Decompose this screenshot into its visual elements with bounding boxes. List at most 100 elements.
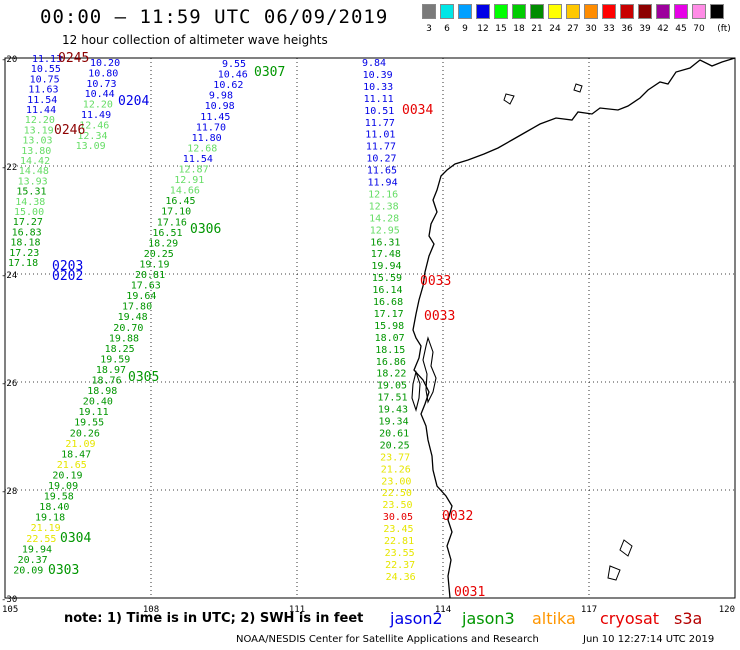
swh-value: 19.05 <box>377 381 407 392</box>
swh-value: 20.61 <box>379 428 409 439</box>
pass-id-label: 0032 <box>442 509 473 524</box>
swh-value: 18.76 <box>92 376 122 387</box>
legend-swatch <box>548 4 562 19</box>
legend-swatch <box>638 4 652 19</box>
legend-swatch <box>422 4 436 19</box>
swh-value: 19.88 <box>109 333 139 344</box>
swh-value: 12.38 <box>369 201 399 212</box>
track-labels: 11.1310.5510.7511.6311.5411.4412.2013.19… <box>8 54 416 583</box>
swh-value: 18.40 <box>39 502 69 513</box>
swh-value: 17.17 <box>374 309 404 320</box>
swh-value: 20.40 <box>83 397 113 408</box>
swh-value: 11.44 <box>26 105 56 116</box>
swh-value: 19.11 <box>79 407 109 418</box>
swh-value: 22.50 <box>382 488 412 499</box>
legend-swatch <box>440 4 454 19</box>
swh-value: 15.00 <box>14 207 44 218</box>
pass-id-label: 0306 <box>190 222 221 237</box>
swh-value: 12.91 <box>174 175 204 186</box>
satellite-jason2: jason2 <box>390 609 443 628</box>
swh-value: 10.73 <box>86 79 116 90</box>
swh-value: 13.03 <box>22 136 52 147</box>
legend-label: 27 <box>567 24 579 34</box>
satellite-jason3: jason3 <box>462 609 515 628</box>
swh-value: 16.31 <box>370 237 400 248</box>
swh-value: 17.10 <box>161 207 191 218</box>
swh-value: 17.48 <box>371 249 401 260</box>
swh-value: 18.97 <box>96 365 126 376</box>
swh-value: 23.77 <box>380 452 410 463</box>
legend-swatch <box>710 4 724 19</box>
swh-value: 20.25 <box>380 440 410 451</box>
swh-value: 15.59 <box>372 273 402 284</box>
lat-tick-label: -30 <box>1 595 17 605</box>
legend-label: 12 <box>477 24 489 34</box>
legend-label: 6 <box>444 24 450 34</box>
swh-value: 18.98 <box>87 386 117 397</box>
satellite-cryosat: cryosat <box>600 609 660 628</box>
swh-value: 17.80 <box>122 302 152 313</box>
swh-value: 16.14 <box>372 285 402 296</box>
swh-value: 20.09 <box>13 565 43 576</box>
pass-id-label: 0305 <box>128 370 159 385</box>
swh-value: 23.50 <box>382 500 412 511</box>
swh-value: 22.37 <box>385 560 415 571</box>
peninsula-shark-bay <box>422 336 437 404</box>
pass-id-label: 0303 <box>48 563 79 578</box>
note-text: note: 1) Time is in UTC; 2) SWH is in fe… <box>64 611 364 626</box>
swh-value: 17.63 <box>131 281 161 292</box>
pass-id-label: 0203 <box>52 259 83 274</box>
swh-value: 11.54 <box>27 95 57 106</box>
swh-value: 17.51 <box>377 393 407 404</box>
legend-swatch <box>566 4 580 19</box>
island-dirk-hartog <box>411 370 421 412</box>
pass-id-label: 0204 <box>118 94 149 109</box>
legend-label: 18 <box>513 24 525 34</box>
swh-value: 19.58 <box>44 492 74 503</box>
legend-swatch <box>620 4 634 19</box>
coastline-australia <box>412 57 736 599</box>
swh-value: 11.11 <box>364 94 394 105</box>
pass-id-label: 0245 <box>58 51 89 66</box>
swh-value: 23.45 <box>383 524 413 535</box>
island-north-3 <box>607 565 621 581</box>
swh-value: 12.20 <box>83 100 113 111</box>
legend-label: 33 <box>603 24 615 34</box>
swh-value: 12.34 <box>77 131 107 142</box>
legend-label: 42 <box>657 24 669 34</box>
legend-label: 9 <box>462 24 468 34</box>
legend-label: 30 <box>585 24 597 34</box>
lat-tick-label: -28 <box>1 487 17 497</box>
swh-value: 17.16 <box>157 217 187 228</box>
satellite-altika: altika <box>532 609 576 628</box>
swh-value: 18.15 <box>375 345 405 356</box>
pass-id-label: 0246 <box>54 123 85 138</box>
footer-timestamp: Jun 10 12:27:14 UTC 2019 <box>583 634 715 645</box>
swh-value: 13.09 <box>76 141 106 152</box>
pass-id-label: 0033 <box>424 309 455 324</box>
legend-label: 45 <box>675 24 687 34</box>
swh-value: 12.16 <box>368 189 398 200</box>
lon-tick-label: 105 <box>2 605 18 615</box>
legend-label: 15 <box>495 24 507 34</box>
swh-value: 19.59 <box>100 354 130 365</box>
swh-value: 11.45 <box>200 112 230 123</box>
swh-value: 10.20 <box>90 58 120 69</box>
swh-value: 10.98 <box>205 101 235 112</box>
swh-value: 18.18 <box>10 238 40 249</box>
swh-value: 14.28 <box>369 213 399 224</box>
pass-id-label: 0031 <box>454 585 485 600</box>
swh-value: 9.98 <box>209 91 233 102</box>
swh-value: 11.77 <box>365 118 395 129</box>
swh-value: 19.43 <box>378 405 408 416</box>
swh-value: 23.55 <box>385 548 415 559</box>
swh-value: 16.83 <box>12 227 42 238</box>
swh-value: 23.00 <box>381 476 411 487</box>
footer-credit: NOAA/NESDIS Center for Satellite Applica… <box>236 634 539 645</box>
swh-value: 19.64 <box>126 291 156 302</box>
swh-value: 10.27 <box>366 154 396 165</box>
swh-value: 12.46 <box>79 120 109 131</box>
swh-value: 14.66 <box>170 186 200 197</box>
swh-value: 12.95 <box>370 225 400 236</box>
swh-value: 18.07 <box>375 333 405 344</box>
